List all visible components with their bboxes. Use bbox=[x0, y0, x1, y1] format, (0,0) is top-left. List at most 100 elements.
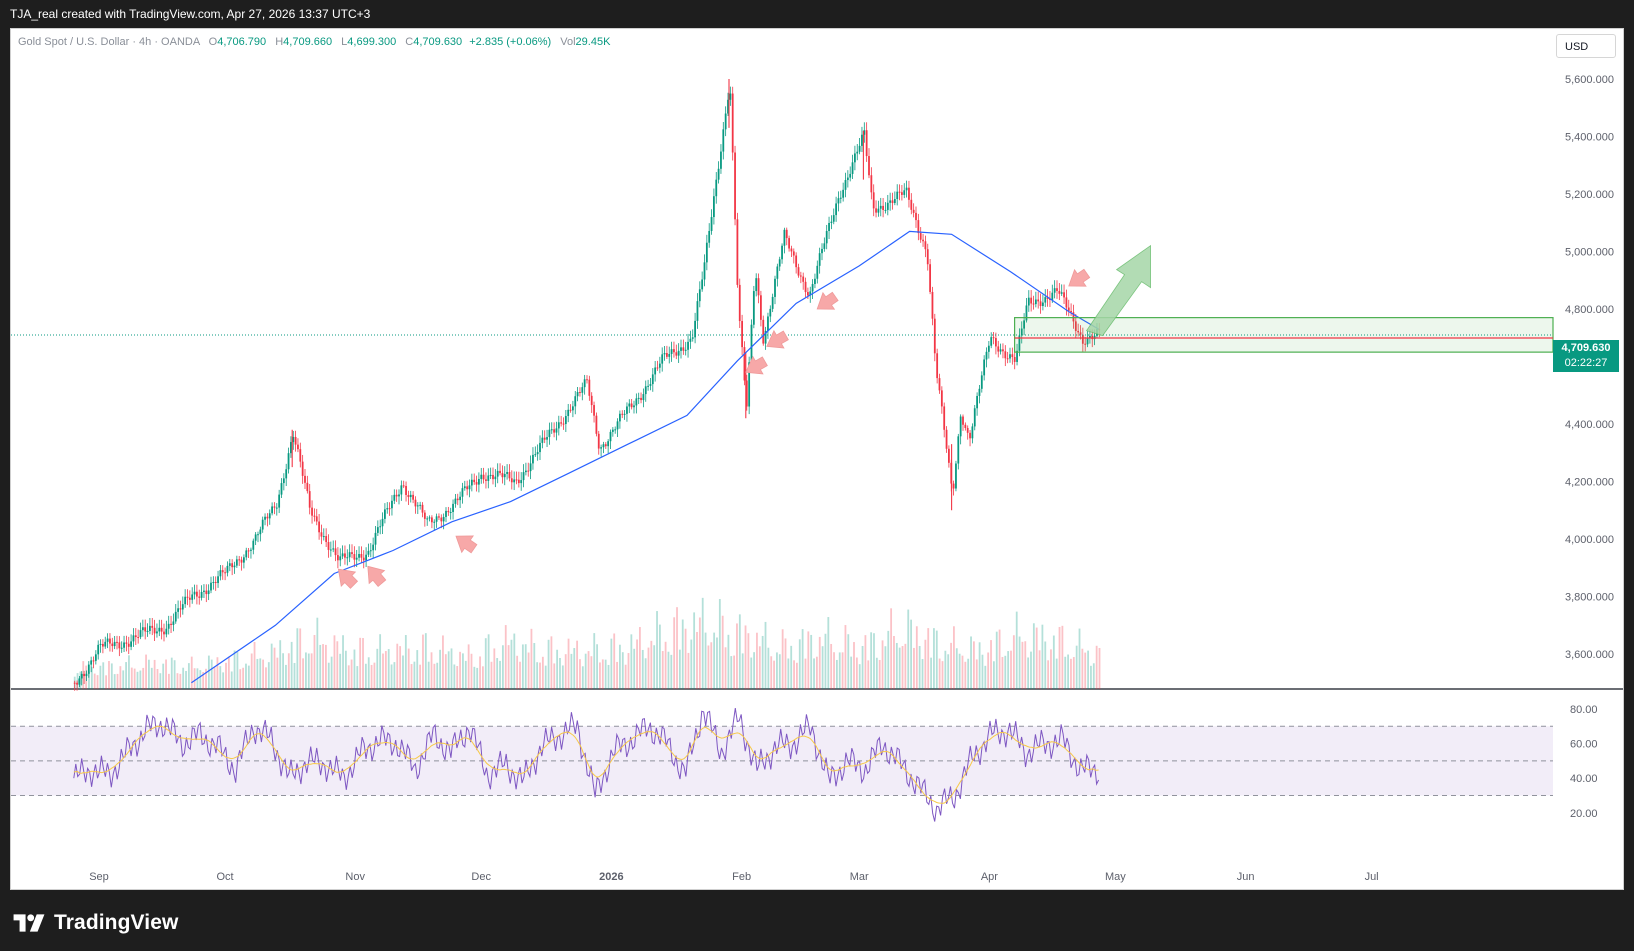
candle-body bbox=[301, 461, 304, 476]
volume-bar bbox=[170, 657, 173, 689]
candle-body bbox=[741, 321, 743, 348]
volume-bar bbox=[678, 649, 681, 689]
candle-body bbox=[238, 559, 241, 561]
candle-body bbox=[266, 516, 269, 519]
candle-body bbox=[1081, 334, 1084, 344]
candle-body bbox=[846, 177, 849, 181]
time-axis-tick: Mar bbox=[850, 871, 869, 883]
currency-button[interactable]: USD bbox=[1556, 34, 1616, 58]
candle-body bbox=[783, 229, 786, 246]
candle-body bbox=[141, 627, 144, 631]
candle-body bbox=[181, 604, 184, 610]
volume-bar bbox=[933, 628, 935, 689]
volume-bar bbox=[356, 666, 359, 689]
candle-body bbox=[623, 413, 626, 415]
volume-bar bbox=[1052, 635, 1055, 689]
symbol-title[interactable]: Gold Spot / U.S. Dollar · 4h · OANDA bbox=[18, 36, 200, 48]
volume-bar bbox=[193, 668, 196, 689]
candle-body bbox=[543, 437, 546, 440]
low-value: 4,699.300 bbox=[347, 36, 397, 48]
candle-body bbox=[619, 413, 621, 422]
volume-bar bbox=[833, 652, 835, 689]
volume-bar bbox=[119, 666, 122, 689]
candle-body bbox=[393, 494, 396, 501]
volume-bar bbox=[704, 632, 707, 689]
marker-arrow-icon[interactable] bbox=[762, 327, 791, 355]
candle-body bbox=[788, 238, 790, 249]
candle-body bbox=[658, 363, 661, 368]
candle-body bbox=[151, 625, 154, 628]
volume-bar bbox=[399, 646, 402, 689]
candle-body bbox=[767, 316, 769, 331]
candle-body bbox=[882, 205, 884, 210]
candle-body bbox=[553, 429, 555, 433]
price-axis-tick: 4,200.000 bbox=[1565, 477, 1614, 489]
candle-body bbox=[235, 559, 238, 566]
volume-bar bbox=[630, 634, 633, 689]
candle-body bbox=[1051, 292, 1054, 300]
volume-bar bbox=[342, 635, 344, 689]
volume-bar bbox=[222, 672, 225, 689]
marker-arrow-icon[interactable] bbox=[811, 288, 840, 317]
candle-body bbox=[153, 627, 156, 634]
candle-body bbox=[221, 570, 224, 573]
candle-body bbox=[607, 441, 610, 447]
volume-bar bbox=[290, 641, 293, 689]
candle-body bbox=[752, 291, 755, 325]
candle-body bbox=[673, 349, 675, 353]
candle-body bbox=[480, 474, 483, 479]
volume-bar bbox=[616, 661, 618, 689]
marker-arrow-icon[interactable] bbox=[331, 562, 361, 592]
volume-bar bbox=[344, 650, 347, 689]
candle-body bbox=[985, 351, 988, 360]
volume-bar bbox=[1030, 651, 1032, 689]
marker-arrow-icon[interactable] bbox=[360, 560, 389, 590]
candle-body bbox=[708, 230, 711, 243]
candle-body bbox=[774, 278, 776, 297]
candle-body bbox=[374, 532, 377, 545]
candle-body bbox=[94, 654, 97, 661]
candle-body bbox=[1046, 297, 1049, 300]
volume-bar bbox=[950, 642, 952, 689]
candle-body bbox=[275, 507, 278, 509]
marker-arrow-icon[interactable] bbox=[741, 353, 770, 381]
volume-bar bbox=[350, 659, 353, 689]
volume-bar bbox=[613, 633, 616, 689]
candle-body bbox=[633, 405, 635, 408]
volume-bar bbox=[496, 658, 499, 689]
candle-body bbox=[1058, 290, 1061, 294]
open-label: O bbox=[208, 36, 218, 48]
candle-body bbox=[508, 472, 511, 479]
marker-arrow-icon-shape bbox=[766, 329, 789, 349]
volume-bar bbox=[533, 642, 536, 689]
brand-name[interactable]: TradingView bbox=[54, 911, 179, 934]
volume-bar bbox=[990, 640, 992, 689]
projection-arrow-icon[interactable] bbox=[1085, 244, 1151, 337]
candle-body bbox=[369, 550, 372, 552]
candle-body bbox=[473, 479, 476, 483]
tradingview-logo-icon[interactable] bbox=[12, 911, 46, 935]
volume-bar bbox=[330, 656, 333, 689]
marker-arrow-icon[interactable] bbox=[450, 528, 479, 557]
volume-bar bbox=[470, 653, 473, 689]
marker-arrow-icon[interactable] bbox=[1063, 265, 1092, 294]
candle-body bbox=[691, 337, 694, 339]
time-axis-tick: May bbox=[1105, 871, 1126, 883]
volume-bar bbox=[1058, 626, 1061, 689]
candle-body bbox=[940, 390, 943, 407]
candle-body bbox=[419, 504, 422, 506]
candle-body bbox=[499, 470, 501, 474]
volume-bar bbox=[921, 659, 924, 689]
volume-bar bbox=[482, 666, 484, 689]
candle-body bbox=[983, 359, 986, 376]
volume-bar bbox=[133, 668, 136, 689]
candle-body bbox=[87, 664, 90, 674]
candle-body bbox=[475, 482, 478, 485]
volume-bar bbox=[1095, 645, 1098, 689]
candle-body bbox=[722, 129, 725, 152]
time-axis-tick: Jul bbox=[1365, 871, 1379, 883]
volume-bar bbox=[821, 646, 824, 689]
candle-body bbox=[409, 494, 412, 498]
candle-body bbox=[224, 572, 226, 574]
